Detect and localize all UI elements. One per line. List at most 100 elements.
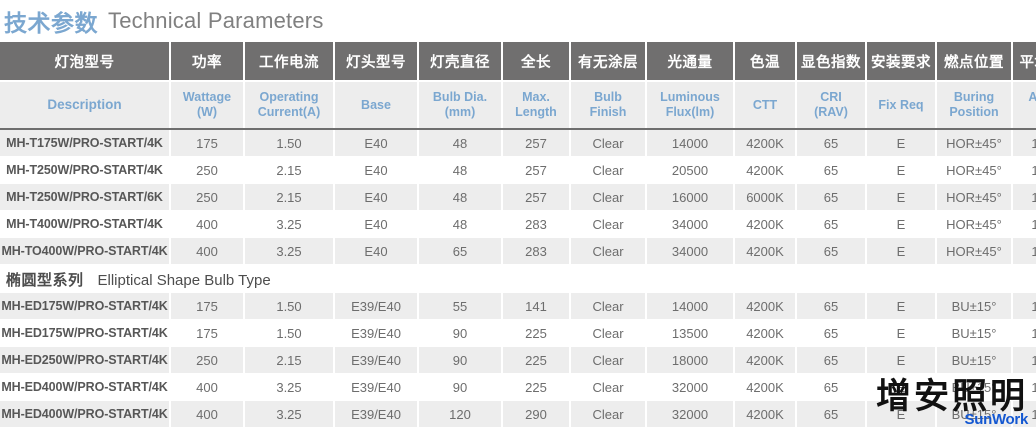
column-header-cn-2: 工作电流 bbox=[244, 42, 335, 82]
header-row-en: Description Wattage (W) Operating Current(A)… bbox=[0, 81, 1036, 130]
cell-value: E39/E40 bbox=[334, 400, 419, 428]
cell-value: 10000 bbox=[1012, 237, 1036, 265]
cell-value: 4200K bbox=[734, 237, 797, 265]
cell-value: E40 bbox=[334, 183, 419, 211]
column-header-en-line: Current(A) bbox=[257, 105, 321, 119]
cell-value: 225 bbox=[502, 373, 571, 401]
technical-parameters-table: 灯泡型号 功率 工作电流 灯头型号 灯壳直径 全长 有无涂层 光通量 色温 显色指数 安装要求 燃点位… bbox=[0, 42, 1036, 428]
cell-value: HOR±45° bbox=[936, 237, 1013, 265]
cell-value: 2.15 bbox=[244, 346, 335, 374]
section-divider-row: 椭圆型系列 Elliptical Shape Bulb Type bbox=[0, 264, 1036, 293]
cell-value: 4200K bbox=[734, 400, 797, 428]
column-header-cn-5: 全长 bbox=[502, 42, 571, 82]
cell-value: HOR±45° bbox=[936, 183, 1013, 211]
section-title-en: Elliptical Shape Bulb Type bbox=[97, 271, 271, 289]
cell-value: 400 bbox=[170, 210, 245, 238]
cell-value: 257 bbox=[502, 156, 571, 184]
cell-value: 6000K bbox=[734, 183, 797, 211]
column-header-en-line: (mm) bbox=[444, 105, 476, 119]
cell-value: 4200K bbox=[734, 293, 797, 320]
cell-value: 400 bbox=[170, 400, 245, 428]
table-row: MH-ED400W/PRO-START/4K 400 3.25 E39/E40 90 22… bbox=[0, 373, 1036, 401]
column-header-en-0: Description bbox=[0, 81, 171, 130]
cell-value: Clear bbox=[570, 346, 647, 374]
cell-value: 10000 bbox=[1012, 400, 1036, 428]
cell-value: 65 bbox=[796, 129, 867, 157]
cell-value: 65 bbox=[796, 319, 867, 347]
cell-value: 18000 bbox=[646, 346, 735, 374]
column-header-en-9: CRI (RAV) bbox=[796, 81, 867, 130]
cell-value: 16000 bbox=[646, 183, 735, 211]
cell-value: 4200K bbox=[734, 319, 797, 347]
cell-value: BU±15° bbox=[936, 400, 1013, 428]
cell-value: BU±15° bbox=[936, 293, 1013, 320]
column-header-en-line: Bulb Dia. bbox=[432, 90, 488, 105]
cell-description: MH-T175W/PRO-START/4K bbox=[0, 129, 171, 157]
cell-value: 3.25 bbox=[244, 373, 335, 401]
column-header-en-line: Length bbox=[515, 105, 557, 119]
cell-value: 175 bbox=[170, 293, 245, 320]
cell-value: 1.50 bbox=[244, 319, 335, 347]
cell-value: 250 bbox=[170, 183, 245, 211]
cell-value: 2.15 bbox=[244, 156, 335, 184]
page-title-cn: 技术参数 bbox=[4, 10, 98, 36]
cell-value: E bbox=[866, 319, 937, 347]
cell-value: 4200K bbox=[734, 129, 797, 157]
column-header-en-6: Bulb Finish bbox=[570, 81, 647, 130]
table-row: MH-ED175W/PRO-START/4K 175 1.50 E39/E40 55 14… bbox=[0, 293, 1036, 320]
cell-value: HOR±45° bbox=[936, 129, 1013, 157]
cell-value: E bbox=[866, 400, 937, 428]
cell-value: 65 bbox=[796, 293, 867, 320]
cell-value: E bbox=[866, 210, 937, 238]
column-header-en-line: Wattage bbox=[182, 90, 232, 105]
column-header-en-line: Description bbox=[47, 97, 122, 113]
cell-description: MH-ED400W/PRO-START/4K bbox=[0, 400, 171, 428]
cell-value: E39/E40 bbox=[334, 319, 419, 347]
cell-description: MH-T400W/PRO-START/4K bbox=[0, 210, 171, 238]
column-header-en-2: Operating Current(A) bbox=[244, 81, 335, 130]
table-body: MH-T175W/PRO-START/4K 175 1.50 E40 48 257 Clea… bbox=[0, 129, 1036, 428]
cell-value: E bbox=[866, 237, 937, 265]
cell-value: E bbox=[866, 156, 937, 184]
cell-value: 3.25 bbox=[244, 400, 335, 428]
column-header-en-line: AV Life bbox=[1028, 90, 1036, 105]
cell-value: 3.25 bbox=[244, 237, 335, 265]
table-row: MH-T175W/PRO-START/4K 175 1.50 E40 48 257 Clea… bbox=[0, 129, 1036, 157]
cell-value: 65 bbox=[796, 210, 867, 238]
cell-value: Clear bbox=[570, 237, 647, 265]
cell-description: MH-ED175W/PRO-START/4K bbox=[0, 319, 171, 347]
cell-value: 4200K bbox=[734, 346, 797, 374]
cell-description: MH-TO400W/PRO-START/4K bbox=[0, 237, 171, 265]
cell-value: 32000 bbox=[646, 400, 735, 428]
cell-value: 65 bbox=[796, 373, 867, 401]
table-row: MH-T400W/PRO-START/4K 400 3.25 E40 48 283 Clea… bbox=[0, 210, 1036, 238]
cell-value: 10000 bbox=[1012, 373, 1036, 401]
cell-value: 10000 bbox=[1012, 210, 1036, 238]
cell-description: MH-ED175W/PRO-START/4K bbox=[0, 293, 171, 320]
cell-value: 1.50 bbox=[244, 293, 335, 320]
cell-value: 48 bbox=[418, 210, 503, 238]
cell-value: 250 bbox=[170, 346, 245, 374]
column-header-en-line: Flux(lm) bbox=[665, 105, 715, 119]
column-header-en-line: CTT bbox=[752, 97, 778, 112]
cell-value: 13500 bbox=[646, 319, 735, 347]
cell-value: 10000 bbox=[1012, 346, 1036, 374]
cell-value: Clear bbox=[570, 183, 647, 211]
cell-description: MH-T250W/PRO-START/6K bbox=[0, 183, 171, 211]
table-row: MH-ED175W/PRO-START/4K 175 1.50 E39/E40 90 22… bbox=[0, 319, 1036, 347]
cell-value: 225 bbox=[502, 346, 571, 374]
cell-value: Clear bbox=[570, 293, 647, 320]
cell-value: 34000 bbox=[646, 237, 735, 265]
cell-value: E bbox=[866, 183, 937, 211]
cell-value: 120 bbox=[418, 400, 503, 428]
cell-value: Clear bbox=[570, 129, 647, 157]
column-header-cn-6: 有无涂层 bbox=[570, 42, 647, 82]
column-header-en-line: (W) bbox=[196, 105, 218, 119]
column-header-en-line: Position bbox=[949, 105, 999, 119]
column-header-cn-3: 灯头型号 bbox=[334, 42, 419, 82]
cell-value: 65 bbox=[796, 346, 867, 374]
cell-value: Clear bbox=[570, 210, 647, 238]
cell-description: MH-T250W/PRO-START/4K bbox=[0, 156, 171, 184]
cell-value: Clear bbox=[570, 156, 647, 184]
cell-value: 65 bbox=[796, 183, 867, 211]
